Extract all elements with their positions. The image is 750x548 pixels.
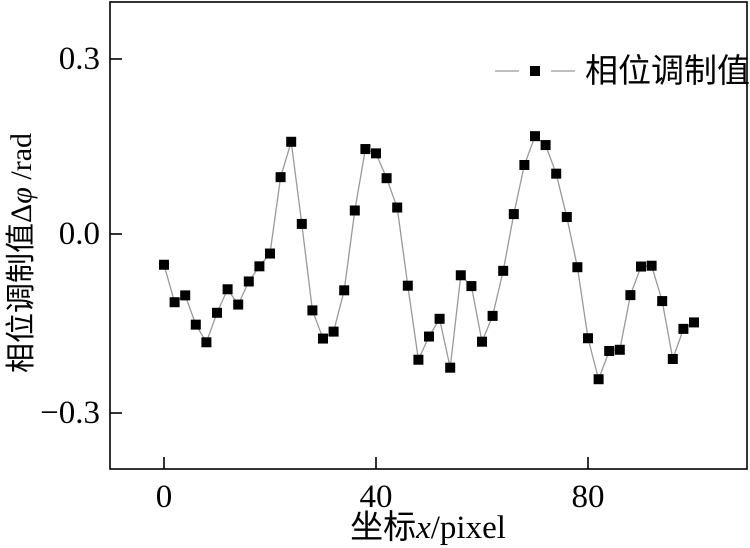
svg-text:相位调制值: 相位调制值 bbox=[585, 53, 750, 90]
svg-text:−0.3: −0.3 bbox=[40, 395, 100, 431]
svg-text:0: 0 bbox=[156, 479, 173, 515]
svg-text:80: 80 bbox=[572, 479, 605, 515]
svg-text:0.3: 0.3 bbox=[59, 41, 100, 77]
svg-text:坐标x/pixel: 坐标x/pixel bbox=[350, 509, 506, 546]
svg-text:0.0: 0.0 bbox=[59, 216, 100, 252]
